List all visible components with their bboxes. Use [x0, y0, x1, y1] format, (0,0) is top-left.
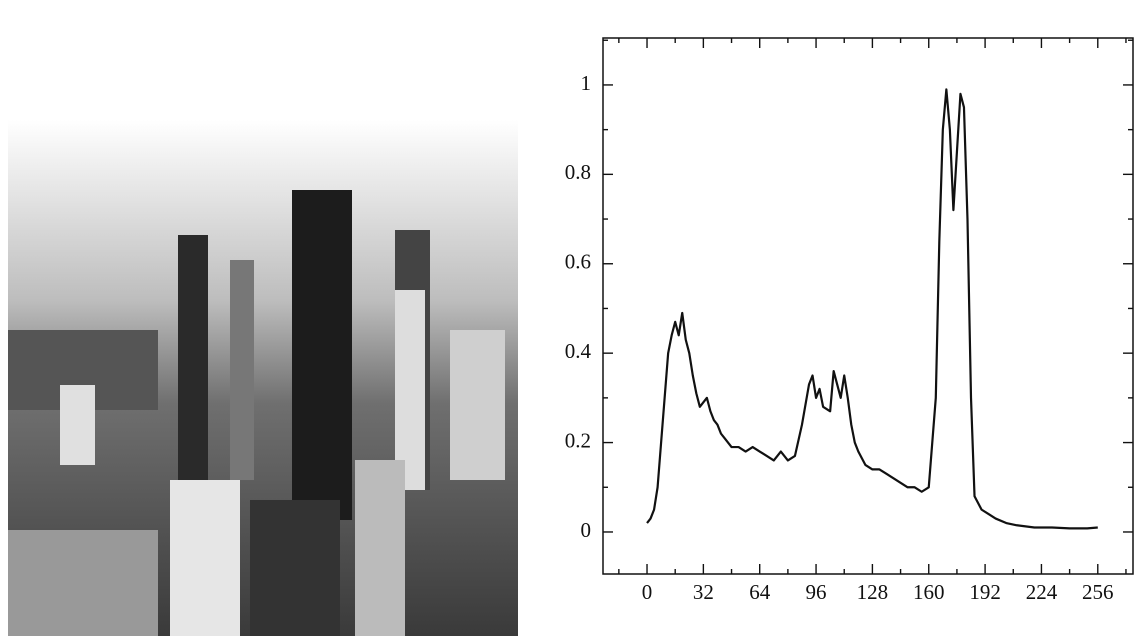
x-tick-label: 32 — [693, 580, 714, 604]
data-line — [646, 88, 1098, 530]
x-tick-label: 128 — [857, 580, 889, 604]
y-tick-label: 0.4 — [565, 339, 592, 363]
x-tick-label: 224 — [1026, 580, 1058, 604]
building — [178, 235, 208, 495]
y-tick-label: 0.6 — [565, 250, 591, 274]
y-tick-label: 1 — [581, 71, 592, 95]
building — [170, 480, 240, 636]
building — [355, 460, 405, 636]
building — [450, 330, 505, 480]
building — [395, 290, 425, 490]
building — [250, 500, 340, 636]
building — [230, 260, 254, 480]
plot-frame — [602, 37, 1134, 575]
y-tick-label: 0.8 — [565, 160, 591, 184]
building — [60, 385, 95, 465]
y-tick-label: 0 — [581, 518, 592, 542]
x-tick-label: 160 — [913, 580, 945, 604]
building — [292, 190, 352, 520]
x-tick-label: 64 — [749, 580, 771, 604]
x-tick-label: 192 — [969, 580, 1001, 604]
pier — [8, 530, 158, 636]
x-tick-label: 0 — [642, 580, 653, 604]
y-tick-label: 0.2 — [565, 428, 591, 452]
x-tick-label: 96 — [806, 580, 827, 604]
photo — [8, 120, 518, 636]
x-tick-label: 256 — [1082, 580, 1114, 604]
